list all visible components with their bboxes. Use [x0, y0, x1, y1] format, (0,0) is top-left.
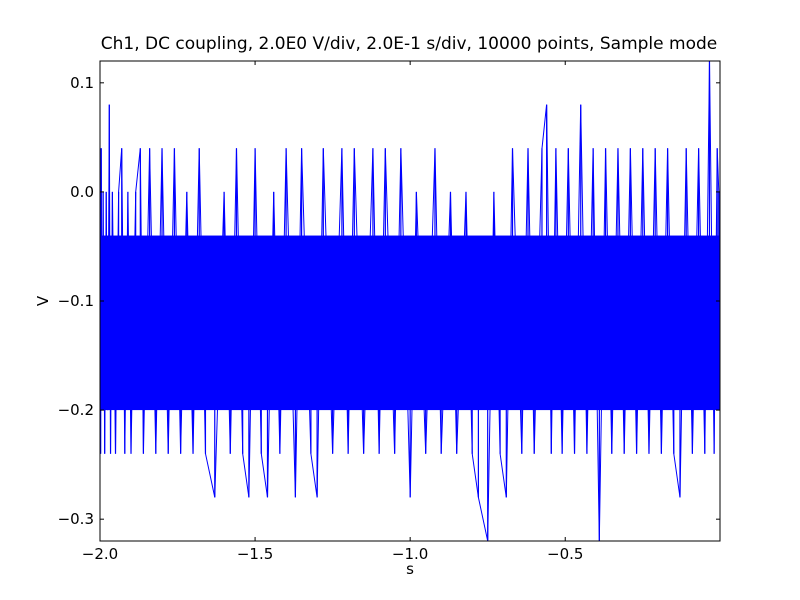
y-tick-label: 0.0 — [70, 183, 94, 201]
plot-area — [100, 61, 720, 541]
y-tick-label: 0.1 — [70, 74, 94, 92]
y-axis-label: V — [34, 295, 52, 306]
plot-frame — [99, 60, 721, 542]
axis-ticks: −2.0 −1.5 −1.0 −0.5 0.1 0.0 −0.1 −0.2 −0.3 — [58, 61, 720, 563]
signal-trace — [100, 61, 720, 541]
x-tick-label: −1.5 — [237, 545, 273, 563]
y-tick-label: −0.3 — [58, 510, 94, 528]
y-tick-label: −0.1 — [58, 292, 94, 310]
chart-title: Ch1, DC coupling, 2.0E0 V/div, 2.0E-1 s/… — [101, 34, 717, 54]
x-tick-label: −2.0 — [82, 545, 118, 563]
y-tick-label: −0.2 — [58, 401, 94, 419]
x-axis-label: s — [406, 560, 414, 578]
x-tick-label: −0.5 — [547, 545, 583, 563]
x-tick-label: −1.0 — [392, 545, 428, 563]
